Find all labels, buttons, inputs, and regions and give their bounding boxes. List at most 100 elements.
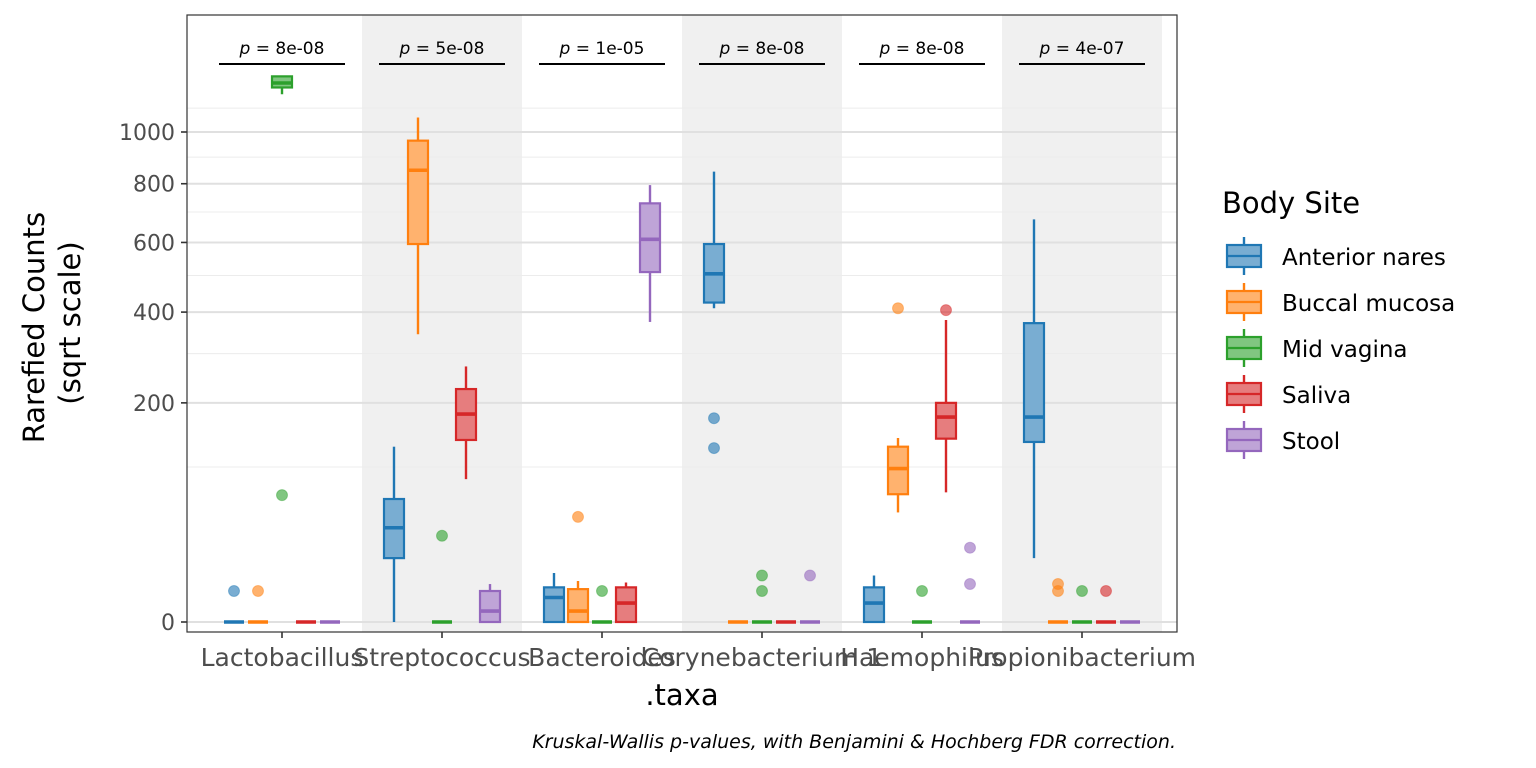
legend: Body Site Anterior nares Buccal mucosa Mid…	[1222, 186, 1455, 459]
box-saliva	[454, 366, 478, 480]
box-anterior-nares	[224, 585, 244, 624]
box-body	[478, 589, 502, 624]
y-tick-label: 0	[161, 611, 175, 636]
box-body	[934, 401, 958, 440]
outlier-point	[916, 585, 928, 598]
outlier-point	[804, 569, 816, 582]
outlier-point	[940, 304, 952, 317]
p-symbol: p	[719, 39, 731, 59]
gridlines	[187, 107, 1177, 623]
box-buccal-mucosa	[886, 302, 910, 513]
outlier-point	[1100, 585, 1112, 598]
box-mid-vagina	[752, 569, 772, 624]
p-value-text: = 5e-08	[410, 39, 484, 59]
x-axis-title: .taxa	[645, 678, 718, 712]
panel-background	[187, 15, 1177, 632]
outlier-point	[756, 585, 768, 598]
box-mid-vagina	[432, 529, 452, 624]
box-mid-vagina	[270, 75, 294, 502]
box-body	[566, 588, 590, 624]
x-tick-label: Streptococcus	[353, 643, 530, 672]
box-saliva	[934, 304, 958, 493]
outlier-point	[708, 442, 720, 455]
box-body	[542, 586, 566, 624]
box-body	[406, 139, 430, 246]
box-saliva	[1096, 585, 1116, 624]
box-buccal-mucosa	[406, 117, 430, 335]
p-value-text: = 8e-08	[730, 39, 804, 59]
p-value-label: p = 8e-08	[879, 39, 965, 59]
p-symbol: p	[1039, 39, 1051, 59]
box-buccal-mucosa	[566, 510, 590, 624]
box-stool	[638, 185, 662, 322]
legend-label: Mid vagina	[1282, 337, 1408, 363]
p-value-label: p = 5e-08	[399, 39, 485, 59]
y-axis-title-line-1: Rarefied Counts	[17, 212, 51, 443]
chart-marks	[224, 75, 1140, 624]
x-tick-label: Haemophilus	[840, 643, 1004, 672]
y-tick-label: 600	[133, 231, 175, 256]
legend-label: Saliva	[1282, 383, 1351, 409]
p-value-label: p = 8e-08	[239, 39, 325, 59]
category-stripe	[682, 15, 842, 632]
box-mid-vagina	[1072, 585, 1092, 624]
x-tick-label: Corynebacterium 1	[642, 643, 882, 672]
p-value-text: = 8e-08	[250, 39, 324, 59]
legend-label: Stool	[1282, 429, 1340, 455]
y-tick-label: 800	[133, 173, 175, 198]
y-axis-title: Rarefied Counts (sqrt scale)	[17, 203, 87, 444]
box-stool	[800, 569, 820, 624]
box-buccal-mucosa	[248, 585, 268, 624]
p-symbol: p	[239, 39, 251, 59]
legend-item: Stool	[1225, 421, 1340, 459]
outlier-point	[708, 412, 720, 425]
p-value-label: p = 1e-05	[559, 39, 645, 59]
panel-border	[186, 14, 1178, 633]
y-tick-label: 200	[133, 392, 175, 417]
p-value-annotations: p = 8e-08 p = 5e-08 p = 1e-05 p = 8e-08 p = …	[219, 39, 1145, 65]
p-symbol: p	[879, 39, 891, 59]
box-anterior-nares	[862, 575, 886, 624]
p-value-text: = 1e-05	[570, 39, 644, 59]
box-anterior-nares	[382, 446, 406, 622]
box-body	[1022, 322, 1046, 444]
p-symbol: p	[559, 39, 571, 59]
box-anterior-nares	[542, 573, 566, 624]
caption: Kruskal-Wallis p-values, with Benjamini …	[532, 731, 1176, 753]
box-stool	[478, 584, 502, 624]
outlier-point	[252, 585, 264, 598]
p-symbol: p	[399, 39, 411, 59]
outlier-point	[1052, 585, 1064, 598]
outlier-point	[436, 529, 448, 542]
legend-label: Anterior nares	[1282, 245, 1446, 271]
outlier-point	[756, 569, 768, 582]
outlier-point	[276, 489, 288, 502]
box-mid-vagina	[912, 585, 932, 624]
p-value-label: p = 8e-08	[719, 39, 805, 59]
x-tick-label: Propionibacterium	[968, 643, 1196, 672]
outlier-point	[228, 585, 240, 598]
legend-item: Anterior nares	[1225, 237, 1446, 275]
p-value-text: = 4e-07	[1050, 39, 1124, 59]
p-value-label: p = 4e-07	[1039, 39, 1125, 59]
x-axis: LactobacillusStreptococcusBacteroidesCor…	[201, 632, 1196, 672]
legend-title: Body Site	[1222, 186, 1360, 220]
y-tick-label: 400	[133, 301, 175, 326]
outlier-point	[964, 578, 976, 591]
legend-label: Buccal mucosa	[1282, 291, 1455, 317]
outlier-point	[596, 585, 608, 598]
legend-item: Saliva	[1225, 375, 1351, 413]
box-mid-vagina	[592, 585, 612, 624]
y-tick-label: 1000	[119, 121, 175, 146]
legend-item: Buccal mucosa	[1225, 283, 1455, 321]
y-axis: 0 200 400 600 800 1000	[119, 121, 187, 636]
box-body	[886, 445, 910, 496]
outlier-point	[964, 541, 976, 554]
outlier-point	[1076, 585, 1088, 598]
x-tick-label: Lactobacillus	[201, 643, 364, 672]
box-anterior-nares	[1022, 219, 1046, 559]
box-stool	[960, 541, 980, 624]
y-axis-title-line-2: (sqrt scale)	[53, 241, 87, 404]
outlier-point	[892, 302, 904, 315]
